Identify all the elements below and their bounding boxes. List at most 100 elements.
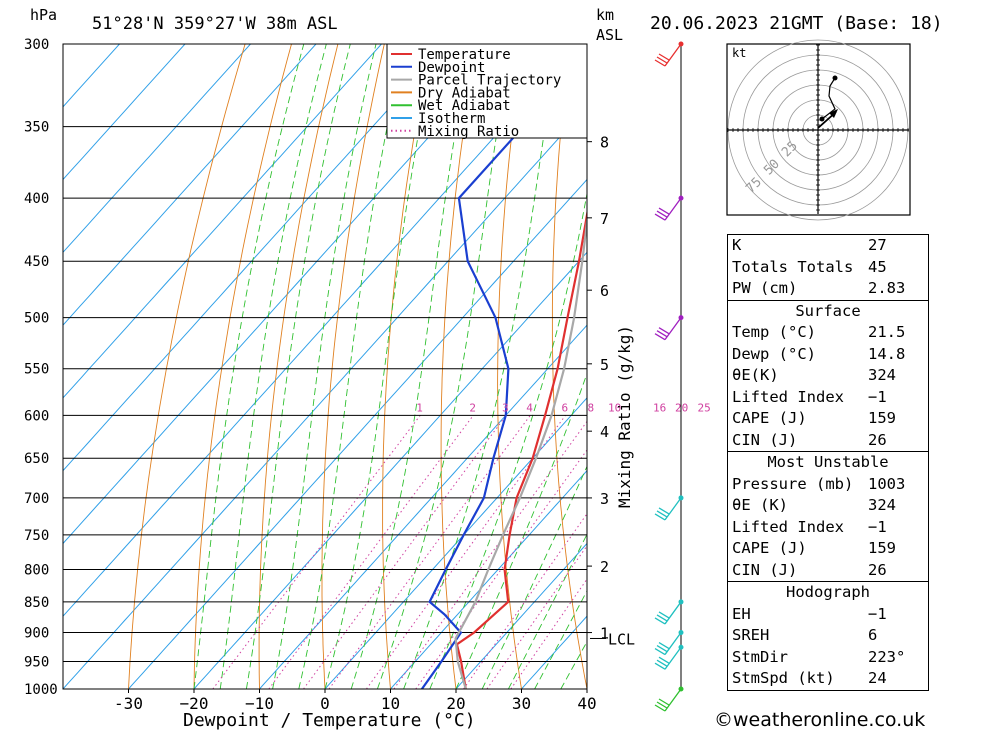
wind-barb-feather xyxy=(658,656,670,664)
mixing-ratio-axis-title: Mixing Ratio (g/kg) xyxy=(615,325,634,508)
hodograph-start-dot xyxy=(819,116,825,122)
mixing-ratio-line xyxy=(365,415,566,689)
wind-barb-feather xyxy=(654,213,666,221)
legend-label: Dewpoint xyxy=(418,60,485,76)
units-label: hPa xyxy=(30,6,57,24)
legend-label: Isotherm xyxy=(418,111,485,127)
wind-barb-staff xyxy=(664,601,682,625)
wind-barb-feather xyxy=(658,207,670,215)
mixing-ratio-label: 8 xyxy=(587,401,594,414)
surface-cin-label: CIN (J) xyxy=(732,430,798,449)
pressure-label: 300 xyxy=(24,37,49,53)
mixing-ratio-line xyxy=(212,414,421,689)
legend-label: Dry Adiabat xyxy=(418,85,511,101)
wind-barb-feather xyxy=(654,704,666,712)
wind-barb-feather xyxy=(658,611,670,619)
lcl-label: LCL xyxy=(608,630,635,648)
surface-cin-value: 26 xyxy=(868,430,887,449)
mixing-ratio-line xyxy=(486,544,587,689)
pressure-label: 600 xyxy=(24,408,49,424)
dry-adiabat-line xyxy=(657,44,718,689)
credit-link[interactable]: ©weatheronline.co.uk xyxy=(714,709,926,731)
wind-barb-staff xyxy=(664,646,682,670)
km-label: 2 xyxy=(600,558,609,576)
wind-barb-feather xyxy=(656,614,668,622)
sreh-label: SREH xyxy=(732,626,770,644)
surface-dewp-value: 14.8 xyxy=(868,344,906,363)
surface-theta-value: 324 xyxy=(868,366,896,384)
mu-cape-label: CAPE (J) xyxy=(732,539,807,557)
wind-barb-staff xyxy=(664,688,682,712)
x-tick-label: 20 xyxy=(446,694,465,713)
pressure-label: 800 xyxy=(24,562,49,578)
km-label: 5 xyxy=(600,356,609,374)
pw-value: 2.83 xyxy=(868,279,906,297)
mixing-ratio-label: 3 xyxy=(502,401,509,414)
wet-adiabat-line xyxy=(298,44,405,689)
dry-adiabat-line xyxy=(941,44,1000,689)
mixing-ratio-line xyxy=(303,415,507,689)
wind-barb-feather xyxy=(658,507,670,515)
isotherm-line xyxy=(63,44,317,326)
wind-barb-feather xyxy=(654,617,666,625)
surface-theta-label: θE(K) xyxy=(732,366,779,384)
mixing-ratio-line xyxy=(393,420,587,689)
pressure-label: 700 xyxy=(24,491,49,507)
mixing-ratio-label: 16 xyxy=(653,401,666,414)
wind-barb-feather xyxy=(658,53,670,61)
dry-adiabat-line xyxy=(988,44,1000,689)
wind-barb-feather xyxy=(658,327,670,335)
eh-label: EH xyxy=(732,604,751,623)
surface-title: Surface xyxy=(795,301,861,320)
dewpoint-line xyxy=(421,44,553,689)
eh-value: −1 xyxy=(868,604,887,623)
stmspd-value: 24 xyxy=(868,669,887,687)
hodograph-units: kt xyxy=(732,46,746,60)
wind-barb-feather xyxy=(654,662,666,670)
k-value: 27 xyxy=(868,236,887,254)
isotherm-line xyxy=(193,251,587,689)
wet-adiabat-line xyxy=(403,44,558,689)
mixing-ratio-label: 25 xyxy=(697,401,710,414)
mu-theta-label: θE (K) xyxy=(732,496,788,514)
pressure-label: 750 xyxy=(24,528,49,544)
x-tick-label: 30 xyxy=(512,694,531,713)
x-tick-label: 10 xyxy=(381,694,400,713)
isotherm-line xyxy=(63,44,120,108)
pressure-label: 550 xyxy=(24,362,49,378)
asl-label: ASL xyxy=(596,26,623,44)
datetime-label: 20.06.2023 21GMT (Base: 18) xyxy=(650,13,943,34)
mu-title: Most Unstable xyxy=(767,453,889,471)
surface-dewp-label: Dewp (°C) xyxy=(732,344,816,363)
wind-barb-staff xyxy=(664,43,682,67)
surface-cape-label: CAPE (J) xyxy=(732,409,807,427)
mu-pressure-label: Pressure (mb) xyxy=(732,474,854,493)
x-tick-label: −10 xyxy=(245,694,274,713)
pw-label: PW (cm) xyxy=(732,279,798,297)
wind-barb-feather xyxy=(654,647,666,656)
x-axis-title: Dewpoint / Temperature (°C) xyxy=(183,710,476,731)
hodograph-end-dot xyxy=(832,75,838,81)
mixing-ratio-line xyxy=(415,449,587,689)
km-label: 7 xyxy=(600,210,609,228)
legend-label: Parcel Trajectory xyxy=(418,73,561,89)
pressure-label: 650 xyxy=(24,451,49,467)
surface-temp-label: Temp (°C) xyxy=(732,323,816,341)
wind-barb-feather xyxy=(656,56,668,64)
isotherm-line xyxy=(63,44,448,472)
mixing-ratio-line xyxy=(510,578,587,689)
stmdir-value: 223° xyxy=(868,647,906,666)
wind-barb-feather xyxy=(654,59,666,67)
isotherm-line xyxy=(63,44,382,399)
parcel-trajectory-line xyxy=(454,212,587,689)
isotherm-line xyxy=(63,44,251,254)
legend-label: Wet Adiabat xyxy=(418,98,511,114)
mixing-ratio-line xyxy=(268,415,474,689)
wind-barb-feather xyxy=(658,641,670,650)
mu-li-label: Lifted Index xyxy=(732,517,844,536)
hodo-params-title: Hodograph xyxy=(786,583,870,601)
legend-label: Temperature xyxy=(418,47,511,63)
isotherm-line xyxy=(63,44,513,545)
mu-pressure-value: 1003 xyxy=(868,474,906,493)
location-label: 51°28'N 359°27'W 38m ASL xyxy=(92,14,338,34)
